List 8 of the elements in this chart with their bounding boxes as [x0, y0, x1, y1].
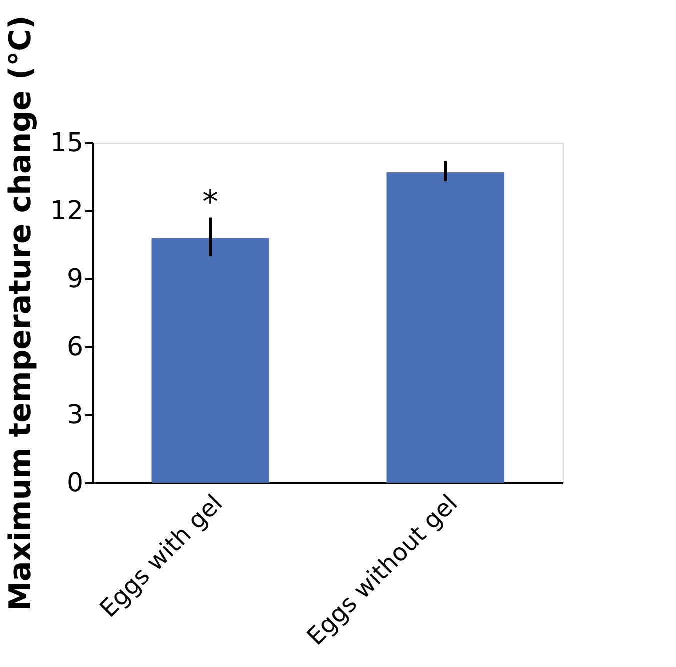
- y-tick-label: 15: [50, 128, 84, 158]
- y-tick-label: 9: [66, 264, 84, 294]
- y-tick-label: 0: [66, 468, 84, 498]
- y-tick-label: 6: [66, 332, 84, 362]
- annotation: *: [202, 182, 218, 221]
- y-axis-title: Maximum temperature change (°C): [3, 16, 38, 612]
- y-tick-label: 3: [66, 400, 84, 430]
- y-tick-label: 12: [50, 196, 84, 226]
